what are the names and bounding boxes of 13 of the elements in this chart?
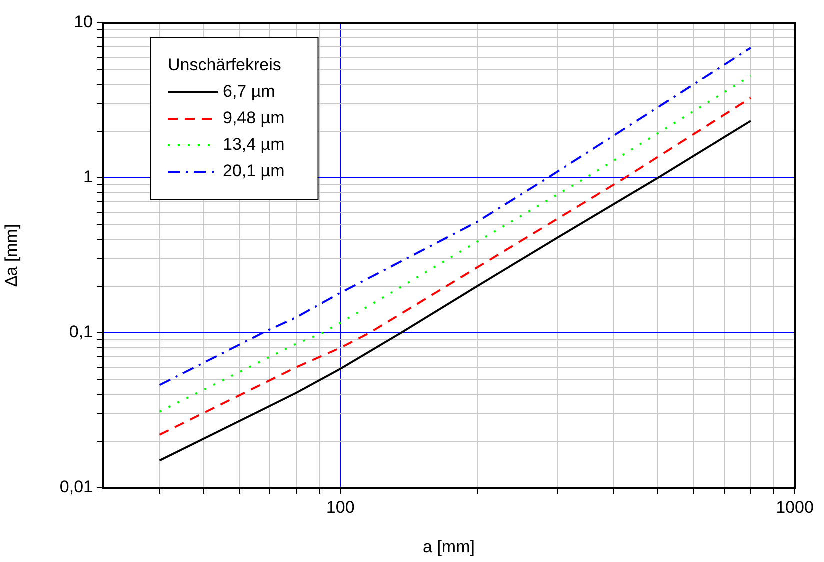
x-tick-label: 1000 — [776, 498, 814, 517]
y-tick-label: 10 — [74, 12, 93, 32]
legend-label: 6,7 µm — [223, 82, 276, 102]
legend-label: 9,48 µm — [223, 108, 285, 128]
y-tick-label: 0,1 — [69, 322, 93, 342]
x-tick-label: 100 — [326, 498, 355, 517]
legend-title: Unschärfekreis — [168, 56, 282, 75]
y-tick-label: 1 — [84, 168, 93, 187]
y-axis-title: ∆a [mm] — [2, 224, 21, 287]
x-axis-title: a [mm] — [423, 537, 475, 556]
y-tick-label: 0,01 — [60, 478, 93, 497]
legend-label: 20,1 µm — [223, 162, 285, 181]
legend-label: 13,4 µm — [223, 135, 285, 154]
